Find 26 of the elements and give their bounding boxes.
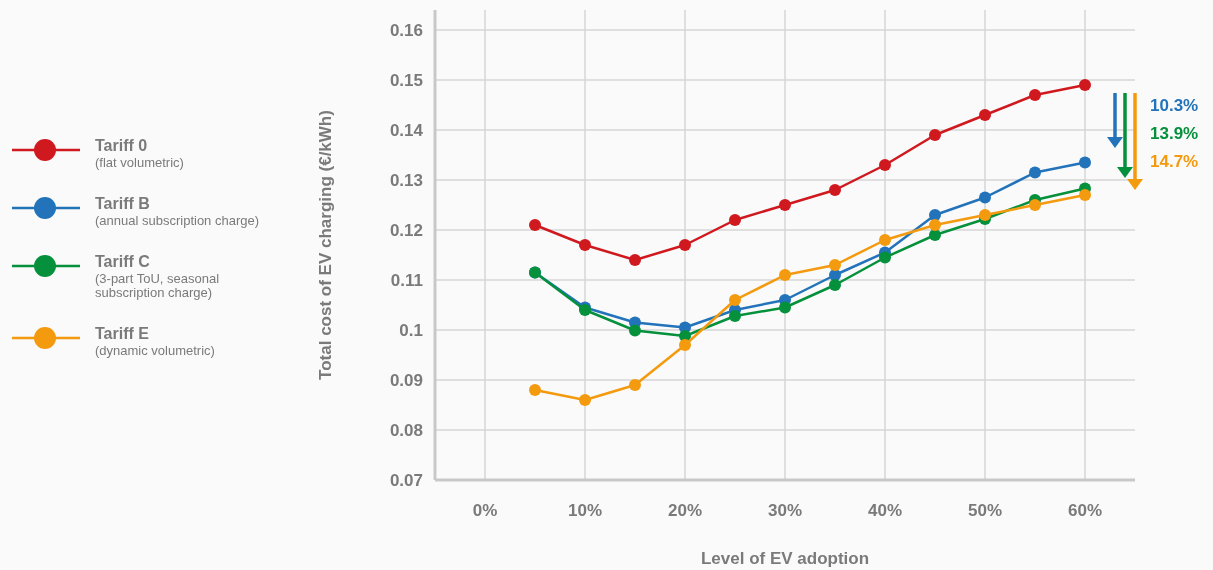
x-tick-label: 30% — [767, 501, 803, 520]
legend-label: Tariff B (annual subscription charge) — [95, 195, 260, 228]
legend-label: Tariff C (3-part ToU, seasonal subscription charge) — [95, 253, 220, 300]
y-tick-label: 0.14 — [389, 120, 424, 140]
y-tick-label: 0.15 — [389, 70, 423, 90]
y-tick-label: 0.11 — [390, 270, 423, 290]
legend-label: Tariff 0 (flat volumetric) — [95, 137, 184, 170]
legend-label: Tariff E (dynamic volumetric) — [95, 325, 215, 358]
y-tick-label: 0.12 — [389, 220, 423, 240]
y-tick-label: 0.13 — [389, 170, 423, 190]
y-tick-label: 0.16 — [389, 20, 423, 40]
x-tick-label: 60% — [1067, 501, 1103, 520]
text: 13.9% — [1150, 124, 1199, 143]
text: 14.7% — [1150, 152, 1199, 171]
y-tick-label: 0.08 — [389, 420, 423, 440]
x-tick-label: 50% — [967, 501, 1003, 520]
x-axis-title: Level of EV adoption — [700, 549, 870, 568]
y-tick-label: 0.07 — [389, 470, 423, 490]
x-tick-label: 20% — [667, 501, 703, 520]
x-tick-label: 0% — [472, 501, 498, 520]
x-tick-label: 10% — [567, 501, 603, 520]
y-axis-title: Total cost of EV charging (€/kWh) — [316, 110, 335, 380]
text: 10.3% — [1150, 96, 1199, 115]
x-tick-label: 40% — [867, 501, 903, 520]
y-tick-label: 0.1 — [399, 320, 423, 340]
y-tick-label: 0.09 — [389, 370, 423, 390]
